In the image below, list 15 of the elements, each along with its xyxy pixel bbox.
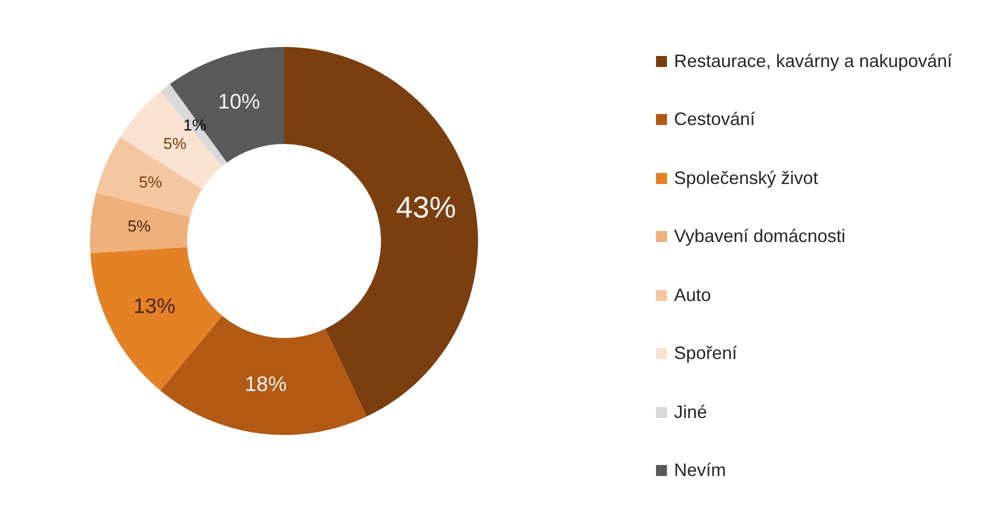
data-label: 5% xyxy=(138,174,162,192)
data-label: 43% xyxy=(396,192,456,225)
data-label: 13% xyxy=(133,294,176,318)
data-label: 10% xyxy=(218,90,260,114)
data-label: 5% xyxy=(163,136,186,154)
legend-label: Vybavení domácnosti xyxy=(674,226,846,248)
legend-label: Spoření xyxy=(674,343,738,364)
legend-label: Restaurace, kavárny a nakupování xyxy=(674,50,952,72)
legend-label: Nevím xyxy=(674,460,726,482)
legend-label: Společenský život xyxy=(674,168,818,189)
legend-label: Auto xyxy=(674,284,712,306)
legend-label: Jiné xyxy=(674,402,708,423)
legend-label: Cestování xyxy=(674,109,756,130)
data-label: 18% xyxy=(244,373,287,396)
data-label: 5% xyxy=(128,218,151,236)
